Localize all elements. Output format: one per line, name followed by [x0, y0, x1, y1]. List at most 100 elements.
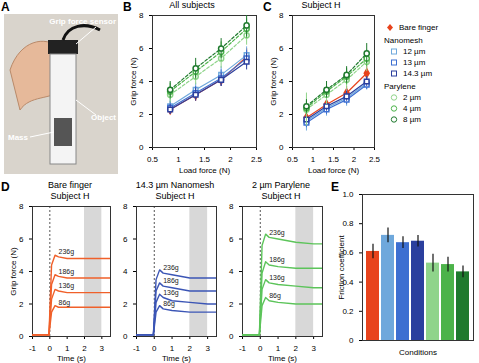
svg-text:0.2: 0.2	[342, 307, 354, 316]
html-text:12 µm: 12 µm	[403, 47, 426, 56]
svg-text:Time (s): Time (s)	[57, 354, 86, 363]
html-text:Parylene: Parylene	[384, 82, 416, 91]
svg-text:6: 6	[229, 235, 234, 244]
svg-text:Load force (N): Load force (N)	[179, 166, 230, 175]
svg-text:1.5: 1.5	[328, 155, 340, 164]
svg-text:0.6: 0.6	[342, 248, 354, 258]
svg-text:1: 1	[176, 155, 181, 164]
svg-text:Conditions: Conditions	[399, 348, 437, 357]
svg-text:1: 1	[276, 344, 281, 353]
html-text:Nanomesh: Nanomesh	[384, 36, 423, 45]
svg-text:1: 1	[170, 344, 175, 353]
svg-text:0: 0	[279, 143, 284, 152]
svg-text:8: 8	[123, 202, 128, 211]
svg-text:6: 6	[139, 44, 144, 53]
svg-text:236g: 236g	[163, 264, 179, 272]
svg-text:8: 8	[19, 202, 24, 211]
svg-text:2: 2	[139, 110, 144, 119]
svg-text:Grip force sensor: Grip force sensor	[49, 17, 116, 26]
html-text:14.3 µm Nanomesh: 14.3 µm Nanomesh	[135, 180, 215, 190]
svg-text:-1: -1	[239, 344, 247, 353]
svg-text:86g: 86g	[163, 300, 175, 308]
svg-text:186g: 186g	[269, 256, 285, 264]
svg-text:8: 8	[229, 202, 234, 211]
svg-text:0.5: 0.5	[147, 155, 159, 164]
html-text:Bare finger: Bare finger	[48, 180, 92, 190]
svg-text:0: 0	[258, 344, 263, 353]
svg-text:2: 2	[188, 344, 193, 353]
svg-text:2: 2	[19, 300, 24, 309]
html-text:All subjects: All subjects	[169, 0, 215, 10]
svg-text:3: 3	[100, 344, 105, 353]
svg-text:2: 2	[352, 155, 357, 164]
svg-text:2: 2	[279, 110, 284, 119]
html-text:A: A	[1, 0, 10, 14]
svg-text:Time (s): Time (s)	[268, 354, 297, 363]
html-text:2 µm: 2 µm	[403, 93, 421, 102]
svg-text:3: 3	[205, 344, 210, 353]
svg-text:0: 0	[349, 336, 354, 345]
svg-text:0: 0	[229, 332, 234, 341]
svg-text:86g: 86g	[59, 298, 71, 306]
svg-text:6: 6	[279, 44, 284, 53]
svg-text:4: 4	[279, 77, 284, 86]
svg-text:6: 6	[123, 235, 128, 244]
svg-text:0: 0	[139, 143, 144, 152]
svg-text:0: 0	[152, 344, 157, 353]
html-text:Subject H: Subject H	[261, 191, 301, 201]
svg-text:0.4: 0.4	[342, 277, 354, 287]
svg-text:4: 4	[229, 267, 234, 276]
html-text:2 µm Parylene: 2 µm Parylene	[251, 180, 311, 190]
svg-text:1: 1	[311, 155, 316, 164]
svg-text:1.0: 1.0	[342, 190, 354, 199]
svg-text:Mass: Mass	[8, 133, 29, 142]
html-text:B: B	[123, 0, 132, 14]
svg-text:2: 2	[229, 300, 234, 309]
svg-text:0: 0	[48, 344, 53, 353]
svg-text:0: 0	[123, 332, 128, 341]
svg-text:4: 4	[139, 77, 144, 86]
svg-text:2.5: 2.5	[251, 155, 263, 164]
svg-text:8: 8	[279, 11, 284, 20]
html-text:Subject H: Subject H	[50, 191, 90, 201]
svg-text:136g: 136g	[59, 282, 75, 290]
html-text:Subject H: Subject H	[155, 191, 195, 201]
svg-text:186g: 186g	[59, 268, 75, 276]
svg-text:2.5: 2.5	[369, 155, 381, 164]
svg-text:Grip force (N): Grip force (N)	[129, 57, 138, 106]
svg-text:2: 2	[123, 300, 128, 309]
svg-text:6: 6	[19, 235, 24, 244]
html-text:Subject H: Subject H	[301, 0, 341, 10]
svg-text:Object: Object	[91, 113, 116, 122]
svg-text:-1: -1	[29, 344, 37, 353]
svg-text:2: 2	[82, 344, 87, 353]
html-text:14.3 µm: 14.3 µm	[403, 69, 433, 78]
svg-text:136g: 136g	[163, 289, 179, 297]
svg-text:-1: -1	[133, 344, 141, 353]
svg-text:0.5: 0.5	[287, 155, 299, 164]
svg-text:Grip force (N): Grip force (N)	[269, 57, 278, 106]
svg-text:4: 4	[19, 267, 24, 276]
svg-text:2: 2	[228, 155, 233, 164]
svg-text:1: 1	[65, 344, 70, 353]
svg-text:Load force (N): Load force (N)	[308, 166, 359, 175]
html-text:13 µm: 13 µm	[403, 58, 426, 67]
svg-text:236g: 236g	[269, 229, 285, 237]
svg-text:1.5: 1.5	[199, 155, 211, 164]
html-text:4 µm: 4 µm	[403, 104, 421, 113]
svg-text:0: 0	[19, 332, 24, 341]
svg-text:236g: 236g	[59, 248, 75, 256]
svg-text:3: 3	[311, 344, 316, 353]
svg-text:4: 4	[123, 267, 128, 276]
svg-text:Time (s): Time (s)	[162, 354, 191, 363]
html-text:Bare finger: Bare finger	[399, 23, 439, 32]
svg-text:0.8: 0.8	[342, 219, 354, 228]
svg-text:Grip force (N): Grip force (N)	[9, 247, 18, 296]
svg-text:136g: 136g	[269, 274, 285, 282]
html-text:C: C	[263, 0, 272, 14]
svg-text:Friction coefficient: Friction coefficient	[337, 235, 346, 300]
svg-text:186g: 186g	[163, 277, 179, 285]
svg-text:86g: 86g	[269, 292, 281, 300]
svg-text:8: 8	[139, 11, 144, 20]
svg-text:2: 2	[294, 344, 299, 353]
